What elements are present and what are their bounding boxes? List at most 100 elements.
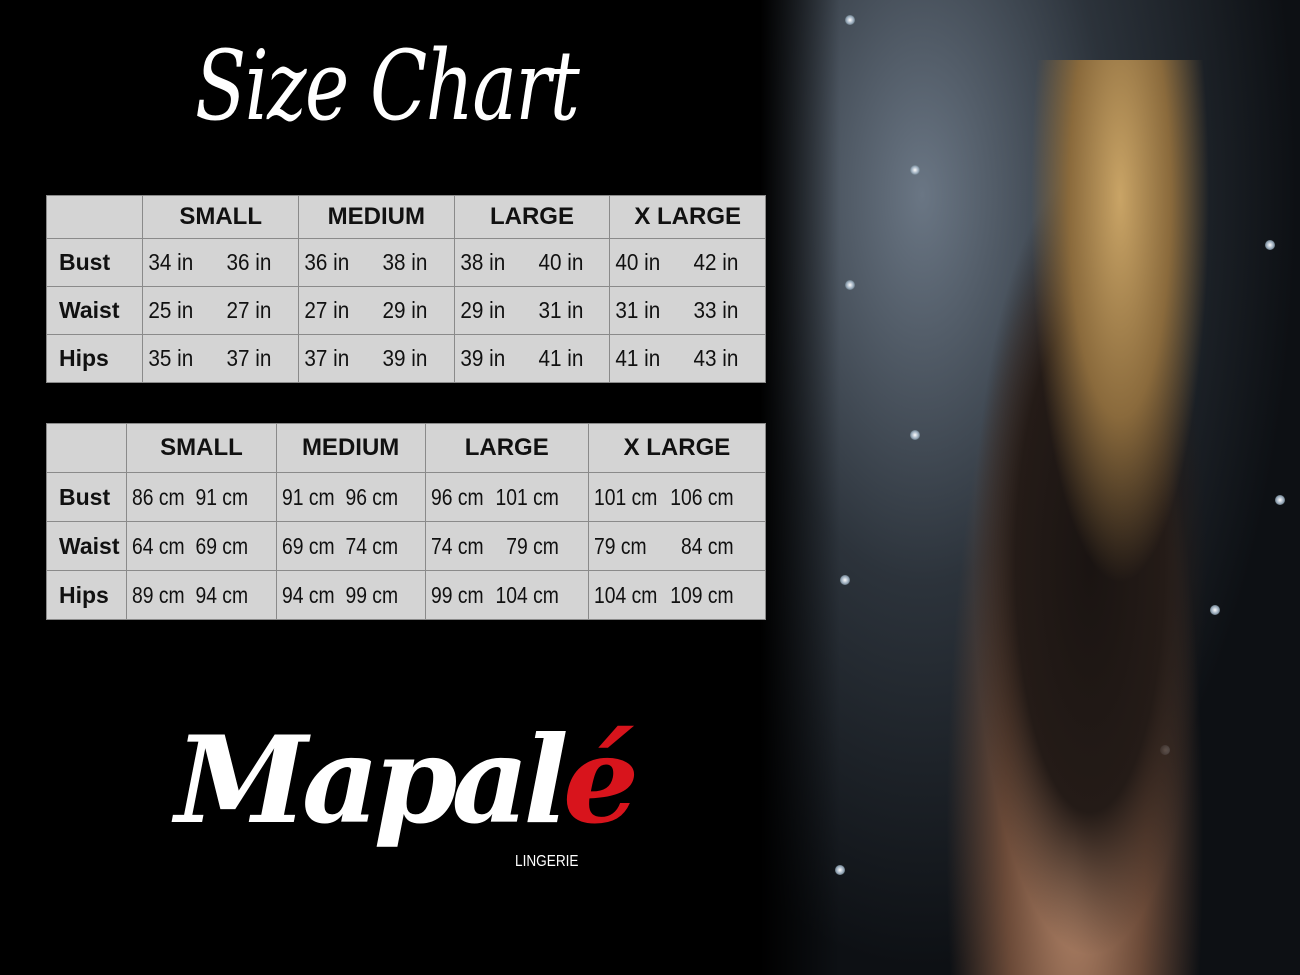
size-range: 101 cm 106 cm [589, 484, 737, 511]
size-header: SMALL [126, 423, 277, 473]
min-value: 27 in [304, 297, 350, 323]
size-header: MEDIUM [298, 195, 455, 239]
size-range-cell: 64 cm 69 cm [126, 521, 277, 571]
tufted-button [1265, 240, 1275, 250]
max-value: 94 cm [195, 581, 249, 608]
min-value: 37 in [304, 345, 350, 371]
table-row: Bust 34 in 36 in 36 in 38 in 38 in 40 in 40 in 4… [45, 238, 766, 287]
max-value: 99 cm [344, 581, 398, 608]
max-value: 42 in [693, 249, 739, 275]
max-value: 96 cm [344, 483, 398, 510]
max-value: 106 cm [670, 483, 734, 510]
max-value: 36 in [226, 249, 272, 275]
size-range-cell: 101 cm 106 cm [587, 472, 767, 522]
size-range-cell: 40 in 42 in [609, 238, 766, 287]
min-value: 36 in [304, 249, 350, 275]
max-value: 69 cm [195, 532, 249, 559]
page-title: Size Chart [195, 30, 580, 142]
size-range-cell: 41 in 43 in [609, 334, 766, 383]
size-range-cell: 29 in 31 in [453, 286, 611, 335]
size-range: 25 in 27 in [143, 297, 282, 324]
min-value: 38 in [460, 249, 505, 275]
row-label: Hips [45, 334, 144, 383]
size-header: X LARGE [609, 195, 766, 239]
size-range-cell: 36 in 38 in [298, 238, 455, 287]
size-range-cell: 96 cm 101 cm [424, 472, 589, 522]
size-range: 99 cm 104 cm [426, 582, 562, 609]
size-range-cell: 74 cm 79 cm [424, 521, 589, 571]
table-row: Waist 64 cm 69 cm 69 cm 74 cm 74 cm 79 cm 79 cm… [45, 521, 767, 571]
size-range: 36 in 38 in [299, 249, 438, 276]
min-value: 25 in [148, 297, 194, 323]
size-range: 69 cm 74 cm [277, 533, 401, 560]
min-value: 31 in [615, 297, 661, 323]
max-value: 43 in [693, 345, 739, 371]
size-range: 37 in 39 in [299, 345, 438, 372]
min-value: 96 cm [430, 483, 484, 510]
size-header: X LARGE [587, 423, 767, 473]
min-value: 99 cm [430, 581, 484, 608]
size-range-cell: 69 cm 74 cm [275, 521, 426, 571]
header-row: SMALL MEDIUM LARGE X LARGE [45, 423, 767, 473]
size-range-cell: 89 cm 94 cm [126, 570, 277, 620]
tufted-button [840, 575, 850, 585]
size-range-cell: 91 cm 96 cm [275, 472, 426, 522]
size-range: 91 cm 96 cm [277, 484, 401, 511]
table-row: Waist 25 in 27 in 27 in 29 in 29 in 31 in 31 in… [45, 286, 766, 335]
min-value: 29 in [460, 297, 505, 323]
size-range: 64 cm 69 cm [127, 533, 251, 560]
min-value: 91 cm [281, 483, 335, 510]
max-value: 31 in [538, 297, 584, 323]
size-range-cell: 79 cm 84 cm [587, 521, 767, 571]
size-header: LARGE [453, 195, 611, 239]
size-table-centimeters: SMALL MEDIUM LARGE X LARGE Bust 86 cm 91 cm 91 … [45, 423, 767, 620]
size-range: 29 in 31 in [455, 297, 594, 324]
max-value: 41 in [538, 345, 584, 371]
size-range-cell: 94 cm 99 cm [275, 570, 426, 620]
min-value: 101 cm [593, 483, 658, 510]
size-range: 94 cm 99 cm [277, 582, 401, 609]
min-value: 35 in [148, 345, 194, 371]
size-header: MEDIUM [275, 423, 426, 473]
tufted-button [1275, 495, 1285, 505]
max-value: 79 cm [505, 532, 559, 559]
min-value: 69 cm [281, 532, 335, 559]
table-row: Hips 89 cm 94 cm 94 cm 99 cm 99 cm 104 cm 104 c… [45, 570, 767, 620]
size-range-cell: 27 in 29 in [298, 286, 455, 335]
max-value: 33 in [693, 297, 739, 323]
min-value: 40 in [615, 249, 661, 275]
size-range-cell: 34 in 36 in [142, 238, 299, 287]
max-value: 109 cm [670, 581, 734, 608]
max-value: 29 in [382, 297, 428, 323]
corner-cell [45, 423, 128, 473]
size-range: 74 cm 79 cm [426, 533, 562, 560]
size-header: SMALL [142, 195, 299, 239]
max-value: 40 in [538, 249, 584, 275]
brand-logo: Mapalé [175, 710, 639, 851]
min-value: 79 cm [593, 532, 647, 559]
table-row: Bust 86 cm 91 cm 91 cm 96 cm 96 cm 101 cm 101 c… [45, 472, 767, 522]
size-range-cell: 25 in 27 in [142, 286, 299, 335]
size-table-inches: SMALL MEDIUM LARGE X LARGE Bust 34 in 36 in 36 … [45, 195, 766, 383]
size-range-cell: 104 cm 109 cm [587, 570, 767, 620]
logo-text: Mapal [175, 710, 569, 851]
size-range: 104 cm 109 cm [589, 582, 737, 609]
min-value: 74 cm [430, 532, 484, 559]
header-row: SMALL MEDIUM LARGE X LARGE [45, 195, 766, 239]
table-row: Hips 35 in 37 in 37 in 39 in 39 in 41 in 41 in 4… [45, 334, 766, 383]
min-value: 64 cm [132, 532, 186, 559]
size-range: 34 in 36 in [143, 249, 282, 276]
model-figure [940, 60, 1240, 975]
size-range: 96 cm 101 cm [426, 484, 562, 511]
size-range: 40 in 42 in [610, 249, 749, 276]
max-value: 91 cm [195, 483, 249, 510]
size-range: 38 in 40 in [455, 249, 594, 276]
size-header: LARGE [424, 423, 589, 473]
max-value: 39 in [382, 345, 428, 371]
tufted-button [910, 430, 920, 440]
max-value: 38 in [382, 249, 428, 275]
size-range: 31 in 33 in [610, 297, 749, 324]
min-value: 41 in [615, 345, 661, 371]
size-range-cell: 99 cm 104 cm [424, 570, 589, 620]
corner-cell [45, 195, 144, 239]
